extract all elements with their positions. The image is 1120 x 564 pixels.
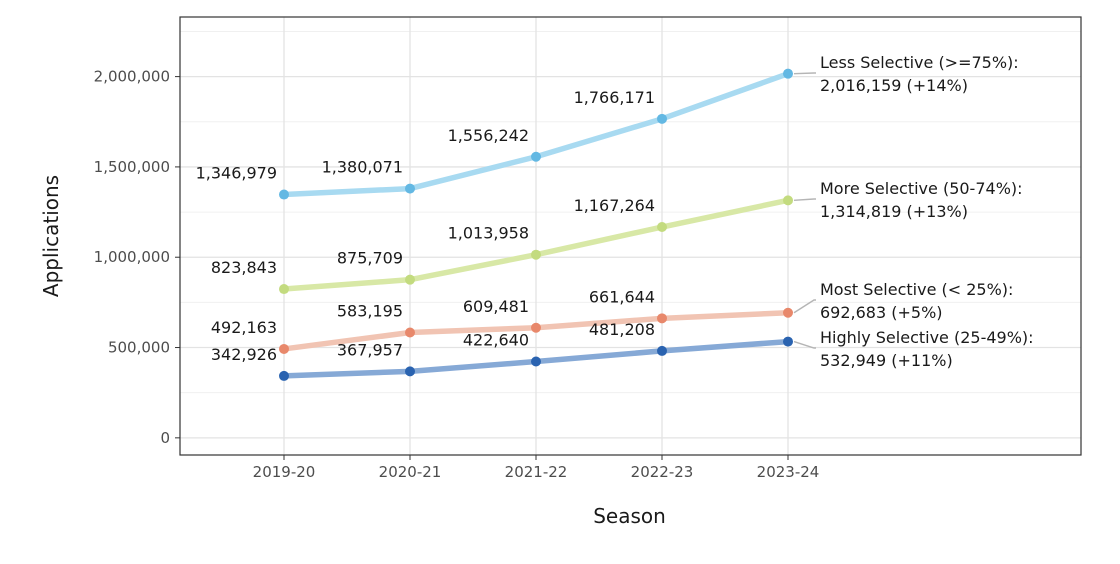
series-1 <box>279 195 793 295</box>
data-label: 367,957 <box>337 340 403 359</box>
data-point <box>531 322 541 333</box>
series-end-label-name: Highly Selective (25-49%): <box>820 328 1034 347</box>
data-label: 492,163 <box>211 318 277 337</box>
leader-line <box>793 340 816 349</box>
data-point <box>405 327 415 338</box>
series-end-label-name: More Selective (50-74%): <box>820 179 1023 198</box>
series-end-label-value: 532,949 (+11%) <box>820 351 953 370</box>
data-point <box>783 336 793 347</box>
y-tick-label: 1,500,000 <box>94 158 170 176</box>
data-point <box>531 151 541 162</box>
series-end-label-value: 692,683 (+5%) <box>820 303 943 322</box>
data-label: 823,843 <box>211 258 277 277</box>
data-label: 1,380,071 <box>322 158 403 177</box>
data-point <box>783 68 793 79</box>
data-label: 422,640 <box>463 331 529 350</box>
x-tick-label: 2020-21 <box>379 463 442 481</box>
plot-border <box>179 16 1082 456</box>
data-point <box>657 345 667 356</box>
series-end-label-name: Less Selective (>=75%): <box>820 53 1019 72</box>
series-0 <box>279 68 793 200</box>
series-end-label-value: 2,016,159 (+14%) <box>820 76 968 95</box>
gridlines <box>180 17 1081 455</box>
data-point <box>657 113 667 124</box>
series-3 <box>279 336 793 381</box>
data-point <box>783 195 793 206</box>
y-axis-title: Applications <box>39 175 63 297</box>
y-tick-label: 2,000,000 <box>94 68 170 86</box>
data-label: 609,481 <box>463 297 529 316</box>
leader-line <box>793 299 816 314</box>
data-point <box>405 183 415 194</box>
data-point <box>531 356 541 367</box>
data-label: 1,766,171 <box>574 88 655 107</box>
data-label: 661,644 <box>589 287 655 306</box>
y-tick-label: 1,000,000 <box>94 248 170 266</box>
series-end-label-name: Most Selective (< 25%): <box>820 280 1013 299</box>
y-tick-label: 500,000 <box>108 339 170 357</box>
data-point <box>279 343 289 354</box>
data-point <box>405 366 415 377</box>
data-point <box>279 284 289 295</box>
x-axis-title: Season <box>593 504 666 528</box>
data-label: 342,926 <box>211 345 277 364</box>
x-tick-label: 2019-20 <box>253 463 316 481</box>
series-2 <box>279 307 793 354</box>
series-end-label-value: 1,314,819 (+13%) <box>820 202 968 221</box>
x-tick-label: 2022-23 <box>631 463 694 481</box>
data-point <box>279 189 289 200</box>
data-label: 583,195 <box>337 302 403 321</box>
data-point <box>279 370 289 381</box>
data-label: 1,013,958 <box>448 224 529 243</box>
data-label: 1,167,264 <box>574 196 655 215</box>
data-point <box>657 313 667 324</box>
data-point <box>405 274 415 285</box>
data-label: 1,556,242 <box>448 126 529 145</box>
y-tick-label: 0 <box>160 429 170 447</box>
leader-line <box>793 198 816 202</box>
x-tick-label: 2023-24 <box>757 463 820 481</box>
data-label: 481,208 <box>589 320 655 339</box>
x-tick-label: 2021-22 <box>505 463 568 481</box>
data-label: 875,709 <box>337 249 403 268</box>
data-point <box>783 307 793 318</box>
data-point <box>657 222 667 233</box>
data-point <box>531 249 541 260</box>
leader-line <box>793 72 816 75</box>
data-label: 1,346,979 <box>196 164 277 183</box>
